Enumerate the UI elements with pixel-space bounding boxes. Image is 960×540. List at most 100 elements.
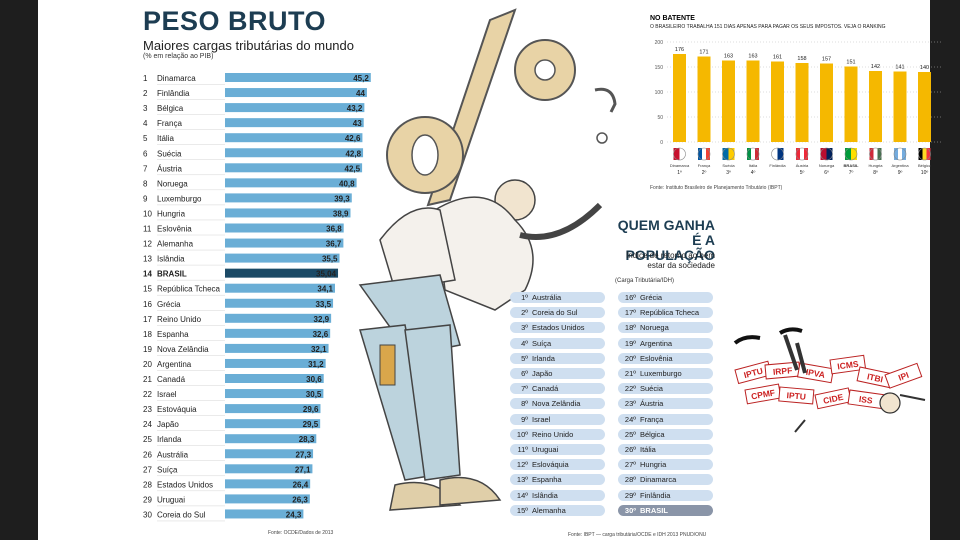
bar-rank-label: 27 [143,465,152,474]
column-category-label: França [698,163,711,168]
ranking-position: 1º [521,293,528,302]
ranking-row: 26º Itália [618,444,713,455]
bar-value-label: 40,8 [339,179,355,188]
bar-rank-label: 15 [143,285,152,294]
ranking-position: 6º [521,369,528,378]
left-chart-title: PESO BRUTO [143,6,327,36]
column-value-label: 161 [773,55,782,61]
column-category-label: Noruega [819,163,835,168]
column-value-label: 151 [846,60,855,66]
ranking-row: 19º Argentina [618,337,713,349]
column-value-label: 171 [699,50,708,56]
bar [225,73,371,82]
left-frame-bar [0,0,38,540]
bar-value-label: 24,3 [286,510,302,519]
column-rank-label: 8º [873,170,878,176]
bar-category-label: Áustria [157,164,182,173]
bar-value-label: 32,6 [313,330,329,339]
top-chart-subtitle: O BRASILEIRO TRABALHA 151 DIAS APENAS PA… [650,24,886,30]
column-bar [795,63,809,142]
bar-category-label: Espanha [157,330,189,339]
bar [225,313,332,323]
ranking-list: 1º Austrália 2º Coreia do Sul 3º Estados Unid… [510,292,715,522]
y-tick-label: 150 [655,65,664,71]
bar-category-label: Hungria [157,209,186,218]
ranking-country: Finlândia [640,490,671,500]
ranking-row: 15º Alemanha [510,504,605,516]
column-rank-label: 9º [898,170,903,176]
ranking-country: Islândia [532,490,558,500]
left-chart-note: (% em relação ao PIB) [143,53,214,60]
column-category-label: Hungria [868,163,883,168]
ranking-country: Eslováquia [532,460,569,470]
tax-sign-label: IPTU [786,390,806,402]
bar-rank-label: 4 [143,119,148,128]
ranking-position: 3º [521,323,528,333]
bar-category-label: Austrália [157,450,189,459]
bar [225,358,326,368]
ranking-position: 7º [521,384,528,394]
bar-rank-label: 30 [143,510,152,519]
bar [225,283,335,293]
percent-sign-icon [386,8,617,207]
bar-value-label: 44 [356,89,365,98]
bar-category-label: Suécia [157,149,182,158]
bar-rank-label: 26 [143,450,152,459]
column-category-label: Bélgica [918,163,932,168]
bar [225,374,324,383]
y-tick-label: 50 [657,115,663,121]
y-tick-label: 100 [655,90,664,96]
column-category-label: Suécia [722,163,735,168]
bar [225,434,317,444]
ranking-row: 9º Israel [510,413,605,425]
bar-rank-label: 8 [143,179,148,188]
bar-rank-label: 17 [143,315,152,324]
ranking-row: 17º República Tcheca [618,307,713,319]
ranking-country: BRASIL [640,505,668,515]
bar-category-label: Alemanha [157,240,194,249]
ranking-country: Israel [532,414,551,424]
ranking-position: 9º [521,414,528,424]
bar-rank-label: 1 [143,74,148,83]
bar-category-label: Bélgica [157,104,184,113]
bar-rank-label: 3 [143,104,148,113]
ranking-row: 6º Japão [510,368,605,379]
bar-category-label: Finlândia [157,89,190,98]
bar [225,88,367,98]
column-rank-label: 7º [849,170,854,176]
column-value-label: 163 [724,54,733,60]
country-flag-icon [869,147,882,161]
bar [225,118,364,128]
bar [225,404,321,414]
bar-rank-label: 9 [143,194,148,203]
ranking-row: 11º Uruguai [510,444,605,455]
ranking-row: 23º Áustria [618,398,713,410]
ranking-position: 8º [521,399,528,409]
ranking-country: Áustria [640,399,664,409]
right-frame-bar [930,0,960,540]
column-bar [722,60,735,142]
bar-rank-label: 23 [143,405,152,414]
ranking-country: Japão [532,369,553,378]
column-rank-label: 3º [726,170,731,176]
bar-value-label: 33,5 [315,300,331,309]
bar-value-label: 36,8 [326,225,342,234]
right-list-source: Fonte: IBPT — carga tributária/OCDE e ID… [568,532,707,538]
ranking-position: 11º [517,445,528,454]
bar [225,479,311,489]
column-rank-label: 1º [677,170,682,176]
ranking-country: Itália [640,445,656,454]
ranking-row: 13º Espanha [510,474,605,486]
ranking-row: 1º Austrália [510,292,605,303]
ranking-position: 17º [624,308,636,318]
country-flag-icon [746,147,760,161]
ranking-position: 10º [516,429,528,439]
column-category-label: Finlândia [769,163,786,168]
bar [225,343,329,353]
column-value-label: 158 [797,56,806,62]
ranking-country: Nova Zelândia [532,399,581,409]
tax-sign-label: ISS [858,394,873,406]
bar-rank-label: 6 [143,149,148,158]
ranking-country: França [640,414,664,424]
tax-sign-label: IPVA [805,367,826,380]
